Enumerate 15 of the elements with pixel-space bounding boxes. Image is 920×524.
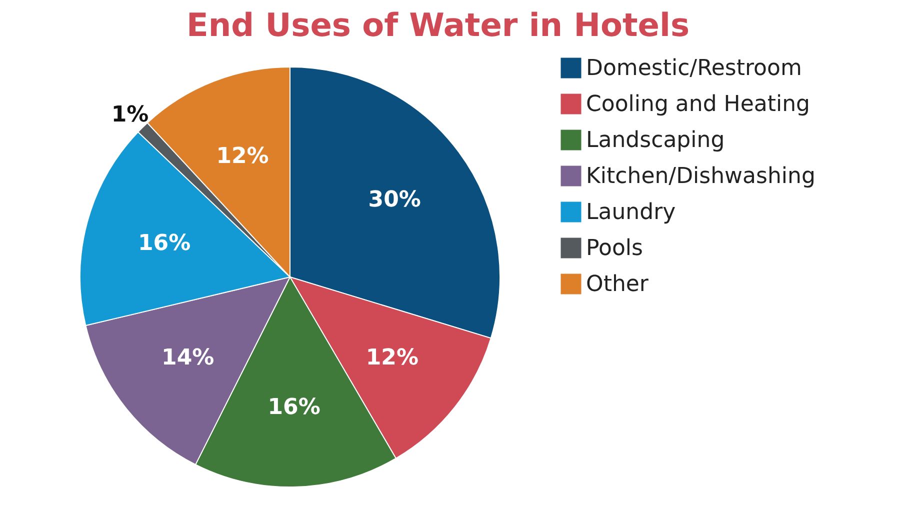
legend-label: Landscaping (586, 128, 725, 153)
chart-title: End Uses of Water in Hotels (186, 6, 690, 44)
legend-label: Other (586, 272, 650, 297)
data-label: 16% (268, 395, 320, 420)
legend-label: Kitchen/Dishwashing (586, 164, 816, 189)
legend-label: Cooling and Heating (586, 92, 810, 117)
data-label: 30% (368, 187, 421, 212)
data-label: 12% (366, 346, 418, 371)
legend-label: Domestic/Restroom (586, 56, 802, 81)
data-label: 14% (162, 346, 214, 371)
legend-label: Pools (586, 236, 643, 261)
data-label: 12% (216, 144, 269, 169)
data-label: 16% (138, 230, 191, 256)
legend-label: Laundry (586, 200, 676, 225)
data-label: 1% (111, 102, 149, 128)
